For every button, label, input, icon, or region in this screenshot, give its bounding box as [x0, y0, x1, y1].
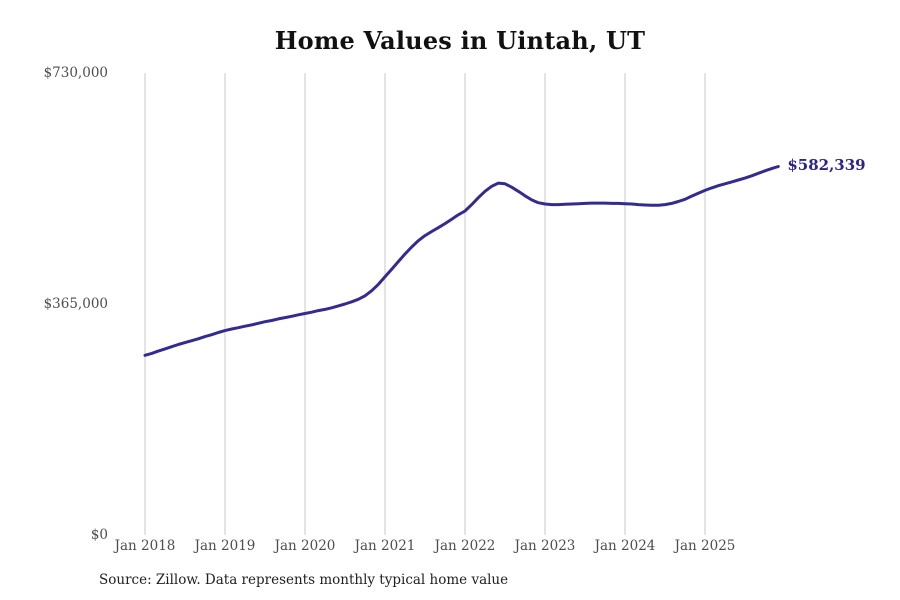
x-tick-label: Jan 2025: [674, 538, 736, 554]
x-tick-label: Jan 2018: [114, 538, 176, 554]
y-tick-label: $0: [90, 527, 108, 543]
x-tick-label: Jan 2019: [194, 538, 256, 554]
x-tick-label: Jan 2022: [434, 538, 496, 554]
chart-title: Home Values in Uintah, UT: [274, 26, 646, 55]
x-tick-label: Jan 2023: [514, 538, 576, 554]
y-tick-label: $365,000: [43, 296, 108, 312]
end-value-label: $582,339: [787, 156, 866, 175]
x-tick-label: Jan 2021: [354, 538, 416, 554]
x-tick-label: Jan 2024: [594, 538, 656, 554]
value-line: [143, 165, 780, 357]
y-tick-label: $730,000: [43, 65, 108, 81]
source-note: Source: Zillow. Data represents monthly …: [99, 572, 509, 588]
x-tick-label: Jan 2020: [274, 538, 336, 554]
